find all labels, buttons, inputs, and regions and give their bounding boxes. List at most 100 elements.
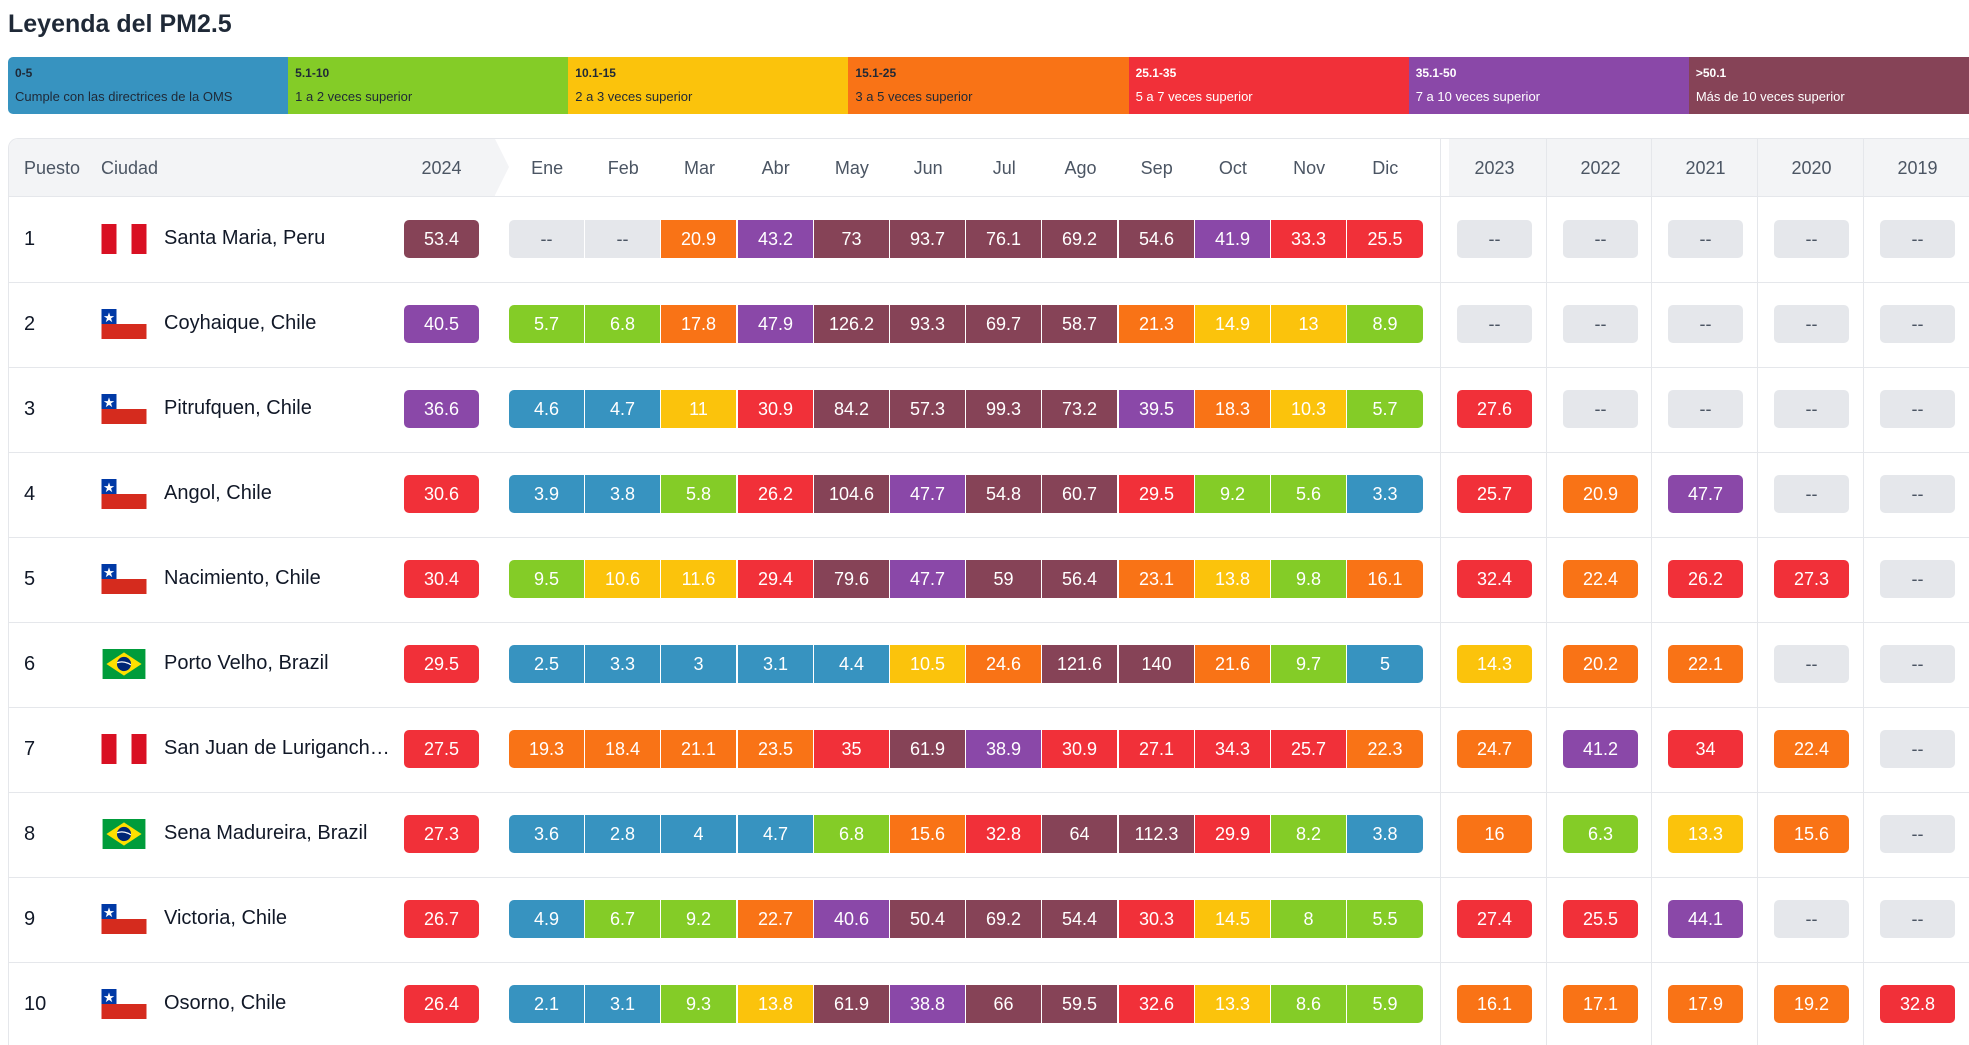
pm25-month-value: 26.2 [738, 475, 814, 513]
city-name-link[interactable]: Angol, Chile [164, 482, 272, 504]
pm25-month-value: 8.6 [1271, 985, 1347, 1023]
pm25-month-value: 61.9 [890, 730, 966, 768]
city-name-link[interactable]: Porto Velho, Brazil [164, 652, 329, 674]
pm25-month-value: 35 [814, 730, 890, 768]
pm25-month-value: 29.9 [1195, 815, 1271, 853]
pm25-month-value: 2.8 [585, 815, 661, 853]
header-year[interactable]: 2019 [1897, 158, 1938, 178]
pm25-year-value: -- [1774, 900, 1849, 938]
header-month[interactable]: Ago [1064, 158, 1097, 178]
city-name-link[interactable]: Osorno, Chile [164, 992, 287, 1014]
pm25-month-value: 17.8 [661, 305, 737, 343]
table-row[interactable]: 2 Coyhaique, Chile 40.5 5.7 6.8 17.8 47.9 126.2… [9, 282, 1969, 368]
pm25-month-value: 126.2 [814, 305, 890, 343]
legend-segment: 35.1-50 7 a 10 veces superior [1408, 57, 1689, 114]
pm25-month-value: 3.3 [1347, 475, 1423, 513]
pm25-month-value: 5.9 [1347, 985, 1423, 1023]
pm25-month-value: 24.6 [966, 645, 1042, 683]
city-name-link[interactable]: Pitrufquen, Chile [164, 397, 312, 419]
legend-segment: 0-5 Cumple con las directrices de la OMS [8, 57, 289, 114]
table-row[interactable]: 5 Nacimiento, Chile 30.4 9.5 10.6 11.6 29.4 79.… [9, 537, 1969, 623]
header-year[interactable]: 2023 [1474, 158, 1515, 178]
pm25-2024-value: 36.6 [404, 390, 479, 428]
header-month[interactable]: Feb [607, 158, 639, 178]
pm25-month-value: 5.7 [509, 305, 585, 343]
pm25-year-value: -- [1668, 305, 1743, 343]
city-name-link[interactable]: Victoria, Chile [164, 907, 288, 929]
header-city[interactable]: Ciudad [101, 158, 159, 178]
header-month[interactable]: Ene [531, 158, 564, 178]
pm25-month-value: 10.5 [890, 645, 966, 683]
pm25-year-value: -- [1668, 390, 1743, 428]
pm25-year-value: 27.4 [1457, 900, 1532, 938]
table-row[interactable]: 7 San Juan de Lurigancho, Peru 27.5 19.318.… [9, 707, 1969, 793]
pm25-month-value: 69.2 [966, 900, 1042, 938]
pm25-month-value: 29.5 [1119, 475, 1195, 513]
pm25-month-value: 40.6 [814, 900, 890, 938]
pm25-city-ranking-table: Puesto Ciudad 2024 Ene Feb Mar Abr May Jun Jul Ago… [8, 138, 1969, 1045]
header-month[interactable]: Dic [1372, 158, 1399, 178]
header-month[interactable]: Oct [1218, 158, 1247, 178]
header-month[interactable]: Abr [761, 158, 790, 178]
pm25-month-value: 18.4 [585, 730, 661, 768]
header-month[interactable]: Sep [1140, 158, 1173, 178]
header-month[interactable]: Mar [684, 158, 715, 178]
table-header: Puesto Ciudad 2024 Ene Feb Mar Abr May Jun Jul Ago… [9, 139, 1969, 197]
city-name-link[interactable]: Coyhaique, Chile [164, 312, 317, 334]
pm25-month-value: 29.4 [738, 560, 814, 598]
pm25-month-value: 9.2 [1195, 475, 1271, 513]
pm25-month-value: 30.9 [1042, 730, 1118, 768]
peru-flag-icon [101, 734, 147, 764]
header-month[interactable]: Jul [992, 158, 1016, 178]
table-row[interactable]: 6 Porto Velho, Brazil 29.5 2.5 3.3 3 3.1 4.4 10.… [9, 622, 1969, 708]
pm25-month-value: 73 [814, 220, 890, 258]
city-name-link[interactable]: Sena Madureira, Brazil [164, 822, 368, 844]
pm25-month-value: 21.1 [661, 730, 737, 768]
table-row[interactable]: 8 Sena Madureira, Brazil 27.3 3.6 2.8 4 4.7 6.8… [9, 792, 1969, 878]
pm25-month-value: 9.8 [1271, 560, 1347, 598]
header-month[interactable]: May [834, 158, 869, 178]
pm25-month-value: 10.3 [1271, 390, 1347, 428]
pm25-month-value: 50.4 [890, 900, 966, 938]
header-year[interactable]: 2022 [1580, 158, 1621, 178]
pm25-month-value: 30.3 [1119, 900, 1195, 938]
table-row[interactable]: 10 Osorno, Chile 26.4 2.1 3.1 9.3 13.8 61.9 38.8… [9, 962, 1969, 1045]
pm25-month-value: 47.9 [738, 305, 814, 343]
pm25-month-value: 54.6 [1119, 220, 1195, 258]
pm25-month-value: 4 [661, 815, 737, 853]
pm25-year-value: 22.4 [1774, 730, 1849, 768]
pm25-month-value: 25.7 [1271, 730, 1347, 768]
header-year[interactable]: 2021 [1685, 158, 1726, 178]
legend-range: 10.1-15 [575, 66, 616, 80]
chile-flag-icon [101, 309, 147, 339]
rank-number: 1 [24, 228, 36, 250]
pm25-month-value: 18.3 [1195, 390, 1271, 428]
pm25-month-value: 10.6 [585, 560, 661, 598]
header-year-2024[interactable]: 2024 [421, 158, 462, 178]
table-row[interactable]: 1 Santa Maria, Peru 53.4 -- -- 20.9 43.2 73 93.7… [9, 197, 1969, 283]
pm25-month-value: 3.3 [585, 645, 661, 683]
pm25-year-value: -- [1563, 305, 1638, 343]
pm25-year-value: -- [1880, 730, 1955, 768]
header-rank[interactable]: Puesto [24, 158, 81, 178]
header-year[interactable]: 2020 [1791, 158, 1832, 178]
header-month[interactable]: Nov [1293, 158, 1326, 178]
city-name-link[interactable]: San Juan de Lurigancho, Peru [164, 737, 394, 759]
city-name-link[interactable]: Santa Maria, Peru [164, 227, 326, 249]
pm25-year-value: 27.3 [1774, 560, 1849, 598]
pm25-month-value: 13.8 [738, 985, 814, 1023]
pm25-month-value: -- [585, 220, 661, 258]
pm25-month-value: 16.1 [1347, 560, 1423, 598]
header-month[interactable]: Jun [913, 158, 943, 178]
legend-title: Leyenda del PM2.5 [8, 10, 232, 38]
city-name-link[interactable]: Nacimiento, Chile [164, 567, 321, 589]
table-row[interactable]: 3 Pitrufquen, Chile 36.6 4.6 4.7 11 30.9 84.2 57… [9, 367, 1969, 453]
pm25-month-value: 13.8 [1195, 560, 1271, 598]
column-divider [1651, 139, 1652, 1045]
pm25-2024-value: 40.5 [404, 305, 479, 343]
column-divider [1440, 139, 1441, 1045]
table-row[interactable]: 9 Victoria, Chile 26.7 4.9 6.7 9.2 22.7 40.6 50.… [9, 877, 1969, 963]
rank-number: 4 [24, 483, 36, 505]
table-row[interactable]: 4 Angol, Chile 30.6 3.9 3.8 5.8 26.2 104.6 47.7 5… [9, 452, 1969, 538]
pm25-month-value: 4.9 [509, 900, 585, 938]
